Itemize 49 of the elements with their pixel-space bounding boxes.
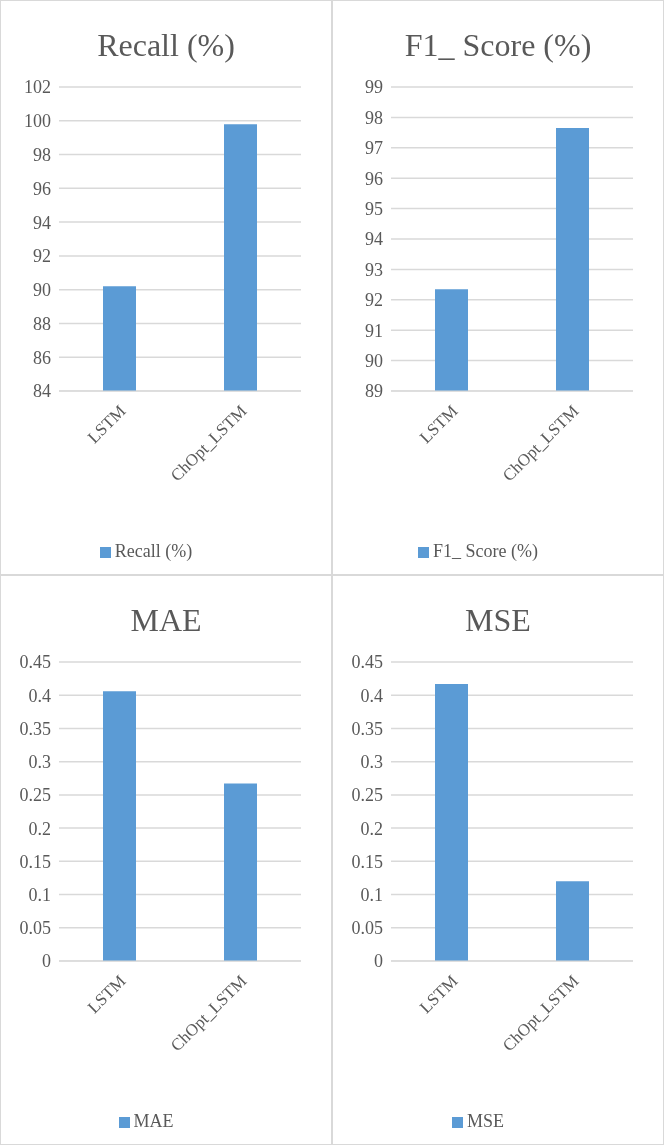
y-tick-label: 0.1 <box>28 884 51 905</box>
y-tick-label: 0 <box>42 951 51 972</box>
y-tick-label: 0.45 <box>19 652 51 673</box>
y-tick-label: 0.45 <box>351 652 383 673</box>
y-tick-label: 90 <box>33 280 51 301</box>
chart-title: MSE <box>464 601 532 640</box>
legend-label: MAE <box>133 1111 174 1131</box>
y-tick-label: 0.15 <box>351 851 383 872</box>
y-tick-label: 96 <box>365 168 383 189</box>
y-tick-label: 0.1 <box>360 884 383 905</box>
y-tick-label: 91 <box>365 320 383 341</box>
y-tick-label: 0.2 <box>360 818 383 839</box>
y-tick-label: 0.2 <box>28 818 51 839</box>
y-tick-label: 0.35 <box>19 718 51 739</box>
y-tick-label: 0.3 <box>28 752 51 773</box>
y-tick-label: 96 <box>33 178 51 199</box>
y-tick-label: 94 <box>365 229 383 250</box>
y-tick-label: 88 <box>33 313 51 334</box>
y-tick-label: 90 <box>365 350 383 371</box>
legend-label: Recall (%) <box>114 541 193 561</box>
y-tick-label: 98 <box>33 144 51 165</box>
chart-title: MAE <box>129 601 203 640</box>
y-tick-label: 93 <box>365 259 383 280</box>
y-tick-label: 0.4 <box>28 685 51 706</box>
y-tick-label: 0.05 <box>19 918 51 939</box>
y-tick-label: 0.4 <box>360 685 383 706</box>
y-tick-label: 0 <box>374 951 383 972</box>
y-tick-label: 95 <box>365 198 383 219</box>
chart-title: Recall (%) <box>96 26 236 65</box>
y-tick-label: 84 <box>33 381 51 402</box>
y-tick-label: 0.15 <box>19 851 51 872</box>
y-tick-label: 98 <box>365 107 383 128</box>
y-tick-label: 0.35 <box>351 718 383 739</box>
legend-label: F1_ Score (%) <box>433 541 538 561</box>
y-tick-label: 0.3 <box>360 752 383 773</box>
y-tick-label: 99 <box>365 77 383 98</box>
y-tick-label: 0.25 <box>19 785 51 806</box>
y-tick-label: 92 <box>365 290 383 311</box>
y-tick-label: 92 <box>33 246 51 267</box>
chart-title: F1_ Score (%) <box>403 26 593 65</box>
y-tick-label: 86 <box>33 347 51 368</box>
y-tick-label: 0.05 <box>351 918 383 939</box>
y-tick-label: 97 <box>365 138 383 159</box>
y-tick-label: 89 <box>365 381 383 402</box>
legend-label: MSE <box>466 1111 504 1131</box>
y-tick-label: 102 <box>24 77 51 98</box>
y-tick-label: 100 <box>24 111 51 132</box>
y-tick-label: 94 <box>33 212 51 233</box>
y-tick-label: 0.25 <box>351 785 383 806</box>
